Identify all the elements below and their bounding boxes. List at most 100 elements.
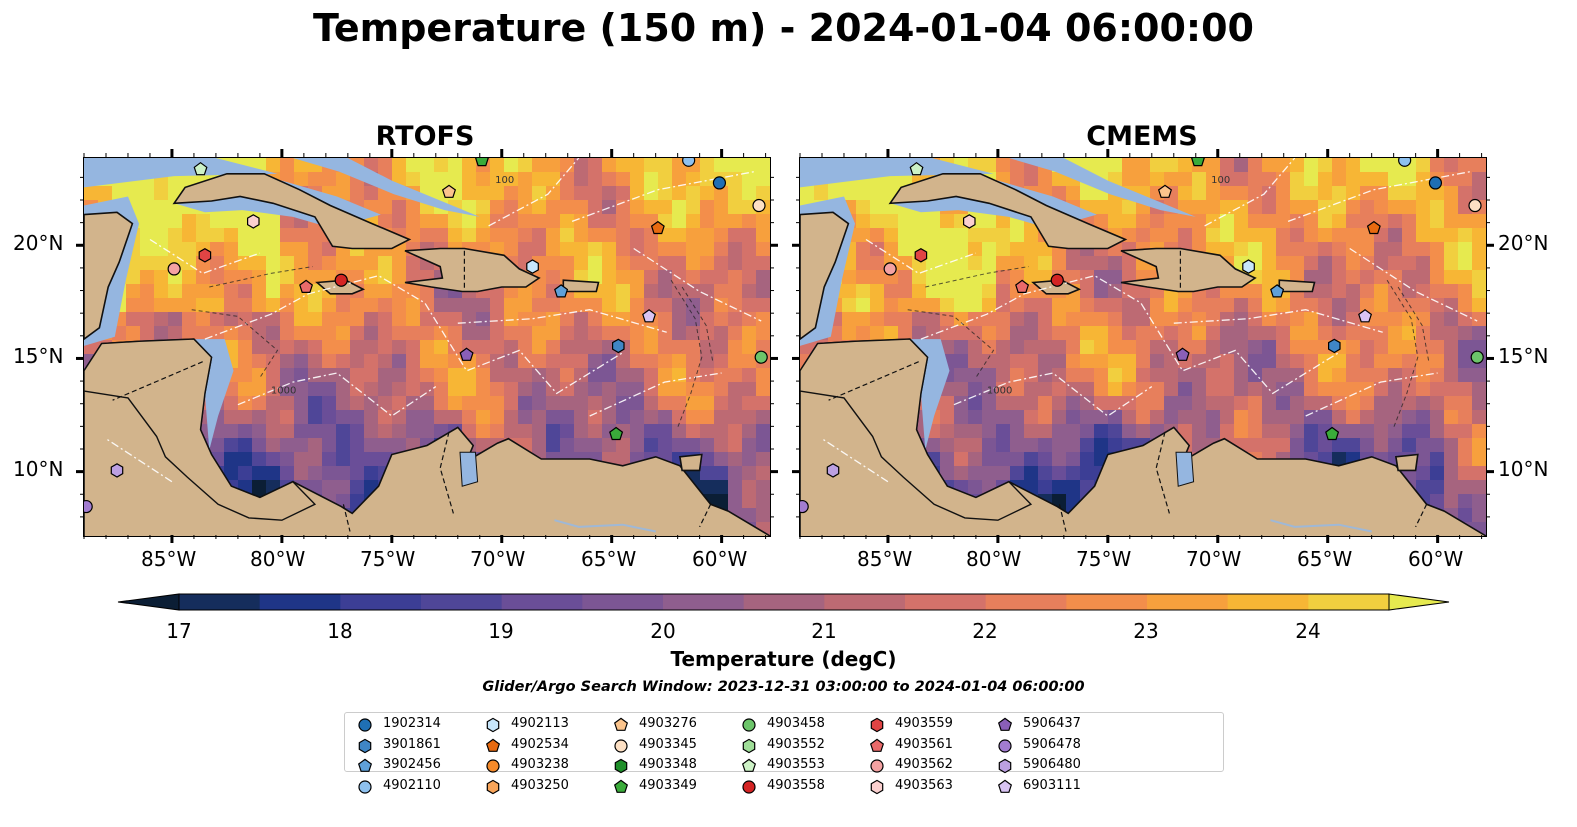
contour-label: 1000 bbox=[987, 385, 1012, 396]
colorbar-segment bbox=[1227, 594, 1309, 610]
legend-marker bbox=[742, 779, 756, 794]
float-marker bbox=[475, 158, 489, 167]
float-marker bbox=[1366, 220, 1381, 235]
lat-label-15n-left: 15°N bbox=[13, 344, 64, 368]
contour-label: 100 bbox=[495, 175, 514, 186]
lat-label-15n-right: 15°N bbox=[1498, 344, 1549, 368]
float-marker bbox=[752, 198, 766, 213]
float-marker bbox=[682, 158, 696, 167]
float-marker bbox=[1191, 158, 1205, 167]
lon-label-60w-right: 60°W bbox=[1408, 547, 1464, 571]
map-svg-cmems: 1000 100 bbox=[800, 158, 1486, 536]
lon-label-75w-left: 75°W bbox=[360, 547, 416, 571]
legend-marker bbox=[997, 717, 1013, 731]
legend-label: 4902113 bbox=[511, 716, 569, 731]
legend-marker bbox=[358, 718, 372, 732]
legend-marker bbox=[870, 759, 884, 773]
float-marker bbox=[299, 279, 314, 293]
float-marker bbox=[826, 463, 840, 478]
legend-label: 1902314 bbox=[383, 716, 441, 731]
float-marker bbox=[334, 273, 348, 287]
map-panel-cmems[interactable]: 1000 100 bbox=[799, 157, 1487, 537]
river bbox=[1270, 519, 1372, 533]
contour-label: 1000 bbox=[271, 385, 296, 396]
lon-label-80w-right: 80°W bbox=[966, 547, 1022, 571]
legend-marker bbox=[742, 738, 756, 753]
float-marker bbox=[1242, 259, 1255, 274]
lat-label-10n-left: 10°N bbox=[13, 457, 64, 481]
float-marker bbox=[650, 220, 665, 235]
legend-label: 4903562 bbox=[895, 757, 953, 772]
float-marker bbox=[1468, 198, 1482, 213]
legend-label: 4903238 bbox=[511, 757, 569, 772]
eez-boundaries bbox=[105, 158, 762, 483]
eez-boundaries bbox=[821, 158, 1478, 483]
legend-marker bbox=[358, 738, 372, 753]
float-marker bbox=[1157, 184, 1173, 198]
colorbar bbox=[117, 593, 1450, 611]
float-marker bbox=[1470, 350, 1484, 364]
bathymetry-contours bbox=[191, 266, 714, 428]
legend-label: 4903348 bbox=[639, 757, 697, 772]
float-marker bbox=[193, 161, 208, 176]
figure-title: Temperature (150 m) - 2024-01-04 06:00:0… bbox=[312, 6, 1254, 50]
float-marker bbox=[800, 499, 809, 514]
land-masses bbox=[84, 173, 770, 536]
legend-label: 4903250 bbox=[511, 777, 569, 793]
lon-label-80w-left: 80°W bbox=[250, 547, 306, 571]
lon-label-85w-left: 85°W bbox=[141, 547, 197, 571]
colorbar-tick-18: 18 bbox=[327, 619, 353, 643]
legend-marker bbox=[357, 758, 373, 772]
legend-marker bbox=[998, 758, 1012, 774]
legend-marker bbox=[870, 779, 884, 794]
country-borders bbox=[828, 250, 1428, 532]
float-marker bbox=[1358, 309, 1373, 323]
float-marker bbox=[1398, 158, 1412, 167]
legend-marker bbox=[997, 779, 1013, 793]
legend-marker bbox=[742, 718, 756, 732]
float-marker bbox=[1270, 284, 1285, 298]
legend-label: 3902456 bbox=[383, 757, 441, 772]
legend-marker bbox=[614, 758, 628, 774]
colorbar-tick-24: 24 bbox=[1295, 619, 1321, 643]
legend-label: 4903276 bbox=[639, 716, 697, 731]
legend-label: 4903559 bbox=[895, 716, 953, 731]
legend-label: 4903563 bbox=[895, 777, 953, 793]
float-marker bbox=[84, 499, 93, 514]
land-masses bbox=[800, 173, 1486, 536]
axis-ticks bbox=[76, 149, 1494, 543]
lat-label-20n-right: 20°N bbox=[1498, 231, 1549, 255]
float-marker bbox=[1175, 347, 1190, 361]
legend-label: 4903552 bbox=[767, 736, 825, 752]
colorbar-segment bbox=[582, 594, 664, 610]
float-marker bbox=[526, 259, 539, 274]
colorbar-segment bbox=[1147, 594, 1229, 610]
legend-label: 4903558 bbox=[767, 777, 825, 793]
colorbar-segment bbox=[663, 594, 745, 610]
legend-label: 4902110 bbox=[383, 777, 441, 793]
legend-label: 4903553 bbox=[767, 757, 825, 772]
float-marker bbox=[554, 284, 569, 298]
colorbar-segment bbox=[501, 594, 583, 610]
legend-label: 5906480 bbox=[1023, 757, 1081, 772]
float-marker bbox=[1015, 279, 1030, 293]
float-marker bbox=[1327, 338, 1341, 354]
colorbar-segment bbox=[985, 594, 1067, 610]
legend-marker bbox=[614, 738, 628, 753]
float-marker bbox=[1050, 273, 1064, 287]
colorbar-segment bbox=[1066, 594, 1148, 610]
lake-maracaibo bbox=[1175, 451, 1195, 487]
colorbar-tick-20: 20 bbox=[650, 619, 676, 643]
float-marker bbox=[914, 248, 928, 263]
colorbar-segment bbox=[1308, 594, 1390, 610]
float-marker bbox=[712, 176, 727, 190]
legend-marker bbox=[486, 717, 500, 733]
colorbar-tick-17: 17 bbox=[166, 619, 192, 643]
colorbar-tick-19: 19 bbox=[488, 619, 514, 643]
map-panel-rtofs[interactable]: 1000 100 bbox=[83, 157, 771, 537]
lon-label-70w-left: 70°W bbox=[470, 547, 526, 571]
country-borders bbox=[112, 250, 712, 532]
float-marker bbox=[441, 184, 457, 198]
float-marker bbox=[754, 350, 768, 364]
colorbar-tick-21: 21 bbox=[811, 619, 837, 643]
